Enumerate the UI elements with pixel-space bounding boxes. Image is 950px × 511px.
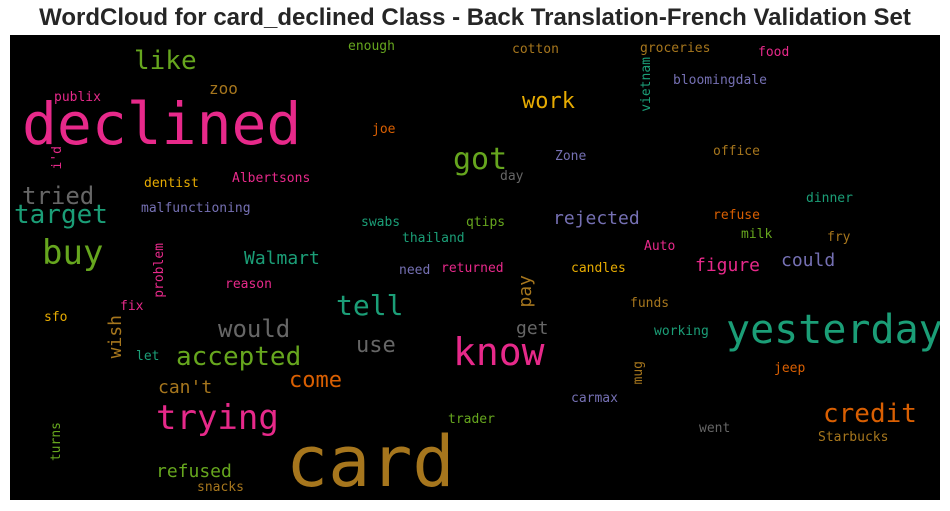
cloud-word: refused bbox=[156, 461, 232, 482]
cloud-word: fry bbox=[827, 230, 851, 245]
cloud-word: candles bbox=[571, 261, 626, 276]
cloud-word: milk bbox=[741, 227, 773, 242]
cloud-word: day bbox=[500, 169, 524, 184]
cloud-word: target bbox=[14, 200, 108, 230]
cloud-word: publix bbox=[54, 90, 101, 105]
cloud-word: qtips bbox=[466, 215, 506, 230]
cloud-word: use bbox=[356, 333, 396, 358]
cloud-word: office bbox=[713, 144, 760, 159]
cloud-word: reason bbox=[225, 277, 272, 292]
cloud-word: dinner bbox=[806, 191, 853, 206]
cloud-word: vietnam bbox=[639, 57, 654, 112]
cloud-word: sfo bbox=[44, 310, 68, 325]
cloud-word: thailand bbox=[402, 231, 465, 246]
cloud-word: cotton bbox=[512, 42, 559, 57]
cloud-word: problem bbox=[152, 243, 167, 298]
cloud-word: like bbox=[134, 46, 197, 76]
cloud-word: carmax bbox=[571, 391, 618, 406]
cloud-word: would bbox=[218, 315, 291, 343]
cloud-word: tell bbox=[336, 289, 404, 322]
cloud-word: could bbox=[781, 250, 836, 271]
cloud-word: card bbox=[286, 421, 455, 500]
cloud-word: fix bbox=[120, 299, 144, 314]
cloud-word: wish bbox=[105, 315, 126, 359]
cloud-word: refuse bbox=[713, 208, 760, 223]
cloud-word: joe bbox=[372, 122, 396, 137]
cloud-word: jeep bbox=[774, 361, 806, 376]
cloud-word: food bbox=[758, 45, 790, 60]
cloud-word: tried bbox=[22, 182, 95, 210]
cloud-word: returned bbox=[441, 261, 504, 276]
cloud-word: dentist bbox=[144, 176, 199, 191]
word-cloud: declined card yesterday know trying buy target… bbox=[10, 35, 940, 500]
cloud-word: Albertsons bbox=[232, 171, 311, 186]
cloud-word: need bbox=[399, 263, 431, 278]
cloud-word: swabs bbox=[361, 215, 401, 230]
cloud-word: got bbox=[453, 142, 508, 177]
cloud-word: let bbox=[136, 349, 160, 364]
cloud-word: credit bbox=[823, 399, 917, 429]
cloud-word: bloomingdale bbox=[673, 73, 767, 88]
cloud-word: malfunctioning bbox=[141, 201, 251, 216]
cloud-word: Starbucks bbox=[818, 430, 889, 445]
cloud-word: i'd bbox=[50, 146, 65, 170]
cloud-word: get bbox=[516, 318, 549, 339]
cloud-word: turns bbox=[49, 422, 64, 462]
cloud-word: come bbox=[289, 368, 342, 393]
cloud-word: zoo bbox=[209, 79, 238, 98]
cloud-word: funds bbox=[630, 296, 670, 311]
cloud-word: accepted bbox=[176, 342, 302, 372]
cloud-word: buy bbox=[42, 233, 104, 273]
cloud-word: rejected bbox=[553, 208, 640, 229]
cloud-word: trying bbox=[156, 398, 279, 438]
cloud-word: working bbox=[654, 324, 709, 339]
cloud-word: declined bbox=[22, 90, 302, 158]
cloud-word: Zone bbox=[555, 149, 587, 164]
cloud-word: Auto bbox=[644, 239, 676, 254]
cloud-word: can't bbox=[158, 377, 213, 398]
cloud-word: pay bbox=[515, 275, 536, 308]
cloud-word: trader bbox=[448, 412, 495, 427]
cloud-word: went bbox=[699, 421, 731, 436]
cloud-word: groceries bbox=[640, 41, 711, 56]
cloud-word: snacks bbox=[197, 480, 244, 495]
cloud-word: Walmart bbox=[244, 248, 320, 269]
cloud-word: yesterday bbox=[726, 307, 940, 353]
cloud-word: know bbox=[453, 330, 545, 374]
cloud-word: enough bbox=[348, 39, 395, 54]
cloud-word: mug bbox=[631, 361, 646, 385]
cloud-word: work bbox=[522, 89, 575, 114]
page-title: WordCloud for card_declined Class - Back… bbox=[39, 4, 911, 31]
cloud-word: figure bbox=[695, 255, 761, 276]
